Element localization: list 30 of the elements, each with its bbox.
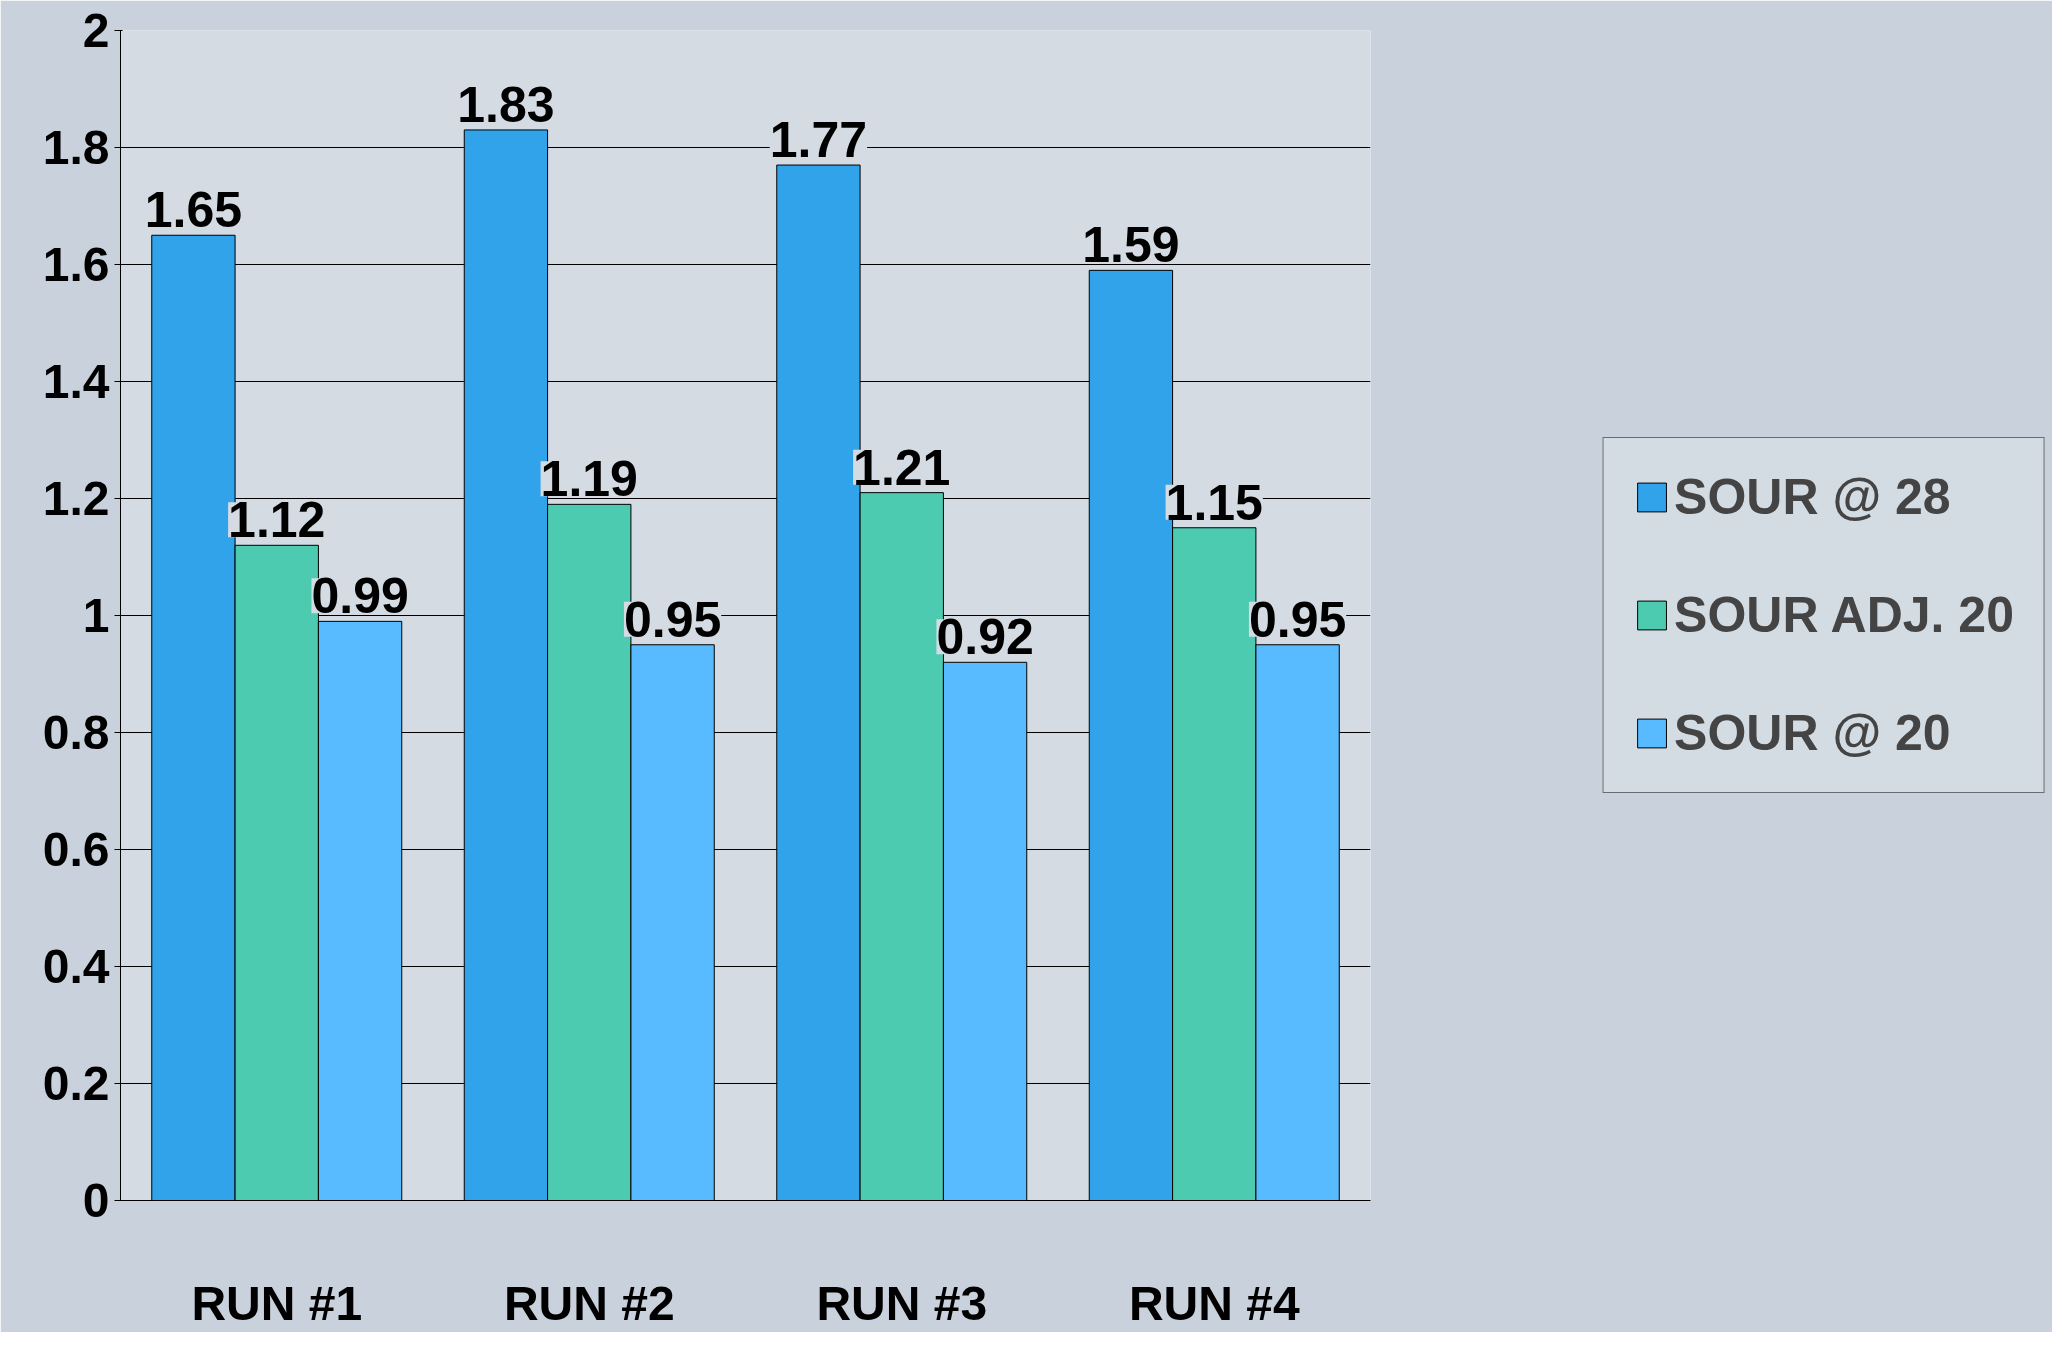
y-tick-label: 1.4 <box>42 355 110 408</box>
data-label: 0.92 <box>936 609 1034 666</box>
data-label: 1.65 <box>144 182 243 239</box>
data-label: 0.95 <box>623 591 722 648</box>
data-label: 1.21 <box>853 439 951 496</box>
data-label: 0.99 <box>311 568 409 625</box>
data-label: 1.12 <box>228 492 326 549</box>
x-tick-label: RUN #4 <box>1128 1276 1300 1330</box>
y-tick-label: 0.4 <box>42 940 110 993</box>
legend-label: SOUR @ 28 <box>1674 468 1951 526</box>
legend-label: SOUR @ 20 <box>1674 704 1951 762</box>
data-label: 1.15 <box>1165 474 1263 531</box>
y-tick-label: 1 <box>82 589 110 642</box>
y-tick-label: 0.8 <box>42 706 110 759</box>
data-label: 0.95 <box>1248 591 1347 648</box>
data-label: 1.77 <box>769 112 868 169</box>
data-label: 1.59 <box>1082 217 1180 274</box>
y-tick-label: 1.2 <box>42 472 110 525</box>
x-tick-label: RUN #1 <box>191 1276 363 1330</box>
data-label: 1.19 <box>540 451 638 508</box>
y-tick-label: 0 <box>82 1174 110 1227</box>
x-tick-label: RUN #2 <box>503 1276 675 1330</box>
legend-label: SOUR ADJ. 20 <box>1674 586 2014 644</box>
y-tick-label: 0.2 <box>42 1057 110 1110</box>
y-tick-label: 0.6 <box>42 823 110 876</box>
data-label: 1.83 <box>457 76 555 133</box>
x-tick-label: RUN #3 <box>816 1276 988 1330</box>
y-tick-label: 1.6 <box>42 238 110 291</box>
y-tick-label: 2 <box>82 4 110 57</box>
y-tick-label: 1.8 <box>42 121 110 174</box>
